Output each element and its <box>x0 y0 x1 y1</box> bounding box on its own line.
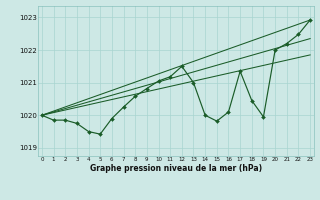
X-axis label: Graphe pression niveau de la mer (hPa): Graphe pression niveau de la mer (hPa) <box>90 164 262 173</box>
